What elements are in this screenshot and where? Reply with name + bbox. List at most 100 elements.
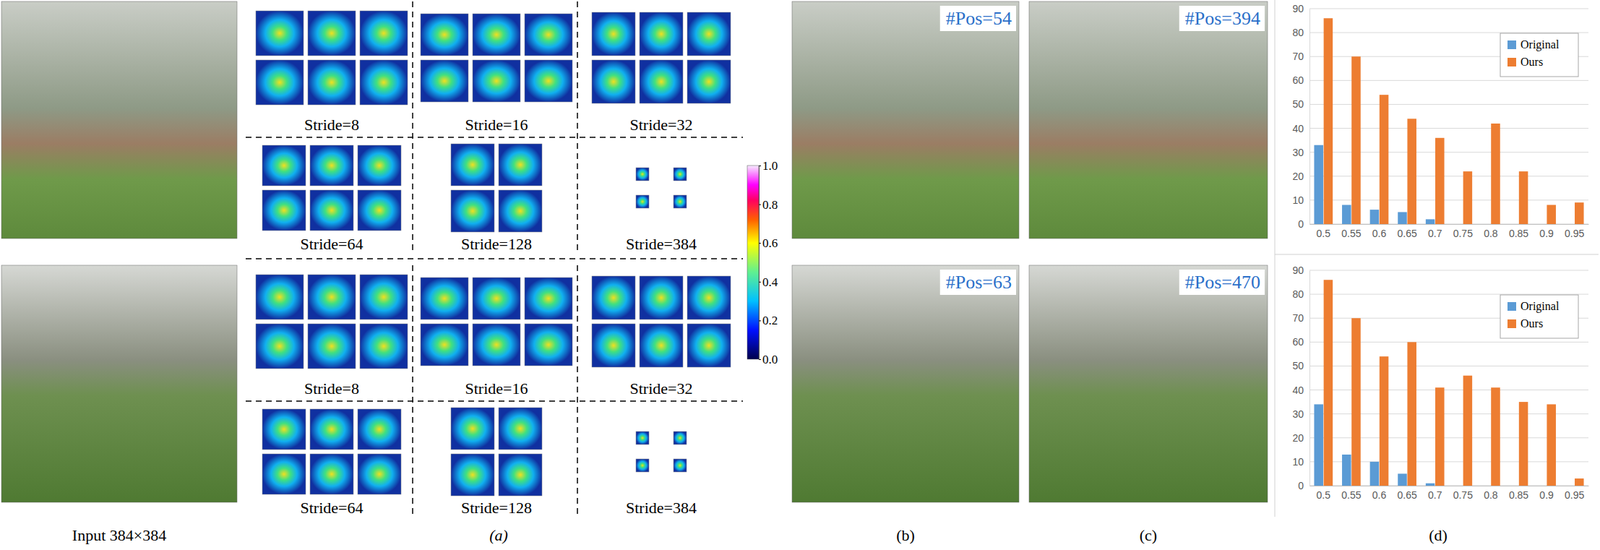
heatmap-tile bbox=[591, 12, 636, 56]
heatmap-tile bbox=[639, 59, 683, 104]
x-tick: 0.85 bbox=[1508, 485, 1529, 501]
bar bbox=[1463, 375, 1473, 486]
heatmap-group bbox=[635, 167, 687, 209]
chart: 01020304050607080900.50.550.60.650.70.75… bbox=[1292, 2, 1589, 240]
heatmap-tile bbox=[687, 323, 731, 368]
panel-label: (a) bbox=[489, 526, 509, 545]
y-tick-label: 70 bbox=[1292, 50, 1304, 63]
grid-line bbox=[1309, 485, 1589, 487]
heatmap-tile bbox=[359, 274, 408, 320]
y-tick-label: 0 bbox=[1297, 479, 1304, 492]
colorbar-tick-label: 1.0 bbox=[762, 158, 778, 173]
bar bbox=[1481, 485, 1491, 487]
heatmap-tile bbox=[307, 10, 356, 56]
y-tick: 40 bbox=[1292, 384, 1310, 397]
bar bbox=[1574, 202, 1585, 225]
heatmap-tile bbox=[357, 409, 402, 450]
photo-original-positives bbox=[792, 265, 1019, 503]
pos-count-box bbox=[1179, 269, 1265, 295]
heatmap-tile bbox=[357, 453, 402, 495]
bar bbox=[1565, 485, 1575, 487]
heatmap-tile bbox=[687, 59, 731, 104]
y-tick-label: 90 bbox=[1292, 264, 1304, 277]
stride-label: Stride=128 bbox=[461, 234, 532, 253]
y-tick-label: 10 bbox=[1292, 194, 1304, 206]
heatmap-group bbox=[262, 145, 402, 231]
heatmap-tile bbox=[420, 323, 469, 366]
chart: 01020304050607080900.50.550.60.650.70.75… bbox=[1292, 264, 1589, 501]
y-tick-label: 20 bbox=[1292, 432, 1304, 444]
x-tick-label: 0.75 bbox=[1453, 227, 1473, 240]
x-tick: 0.8 bbox=[1483, 485, 1499, 501]
y-tick: 20 bbox=[1292, 170, 1310, 183]
stride-label: Stride=16 bbox=[465, 115, 529, 134]
heatmap-group bbox=[591, 12, 731, 104]
heatmap-tile bbox=[255, 274, 304, 320]
heatmap-tile bbox=[307, 323, 356, 369]
heatmap-tile bbox=[255, 323, 304, 369]
grid bbox=[1309, 270, 1589, 486]
legend-swatch bbox=[1507, 319, 1517, 329]
pos-count-text: #Pos=394 bbox=[1185, 7, 1261, 29]
pos-count: #Pos=470 bbox=[1179, 269, 1265, 295]
x-tick: 0.55 bbox=[1341, 224, 1361, 240]
heatmap-tile bbox=[472, 323, 521, 366]
colorbar-tick-mark bbox=[758, 165, 761, 167]
legend: OriginalOurs bbox=[1500, 294, 1579, 339]
heatmap-tile bbox=[307, 59, 356, 105]
x-tick: 0.75 bbox=[1453, 485, 1473, 501]
pos-count-box bbox=[940, 5, 1017, 32]
heatmap-tile bbox=[673, 167, 687, 181]
heatmap-tile bbox=[591, 59, 636, 104]
bar bbox=[1565, 224, 1575, 225]
colorbar-tick-mark bbox=[758, 204, 761, 206]
bar bbox=[1313, 403, 1324, 486]
heatmap-tile bbox=[262, 190, 306, 231]
y-tick: 30 bbox=[1292, 146, 1310, 159]
y-tick-label: 10 bbox=[1292, 456, 1304, 468]
heatmap-tile bbox=[255, 59, 304, 105]
pos-count-text: #Pos=470 bbox=[1185, 271, 1261, 293]
photo-input bbox=[1, 265, 238, 503]
stride-label: Stride=8 bbox=[304, 379, 360, 398]
heatmap-group bbox=[255, 10, 408, 105]
grid-line bbox=[1309, 127, 1589, 129]
heatmap-tile bbox=[498, 407, 543, 450]
heatmap-tile bbox=[524, 323, 573, 366]
panel-label: (d) bbox=[1428, 526, 1448, 545]
separator bbox=[411, 265, 414, 519]
heatmap-tile bbox=[472, 13, 521, 56]
stride-label: Stride=8 bbox=[304, 115, 360, 134]
y-tick: 70 bbox=[1292, 312, 1310, 324]
x-tick: 0.75 bbox=[1453, 224, 1473, 240]
grid-line bbox=[1309, 199, 1589, 201]
heatmap-tile bbox=[262, 453, 306, 495]
separator bbox=[245, 400, 743, 402]
bar bbox=[1323, 18, 1334, 225]
heatmap-group bbox=[262, 409, 402, 495]
bar bbox=[1490, 123, 1501, 225]
heatmap-tile bbox=[591, 276, 636, 320]
bar bbox=[1435, 387, 1445, 486]
y-tick: 80 bbox=[1292, 26, 1310, 39]
bar bbox=[1537, 224, 1547, 225]
y-tick: 90 bbox=[1292, 2, 1310, 15]
heatmap-group bbox=[420, 13, 573, 102]
heatmap-group bbox=[255, 274, 408, 369]
x-tick-label: 0.7 bbox=[1428, 227, 1443, 240]
heatmap-tile bbox=[635, 195, 649, 209]
y-tick: 50 bbox=[1292, 359, 1310, 372]
legend-swatch bbox=[1507, 40, 1517, 50]
stride-label: Stride=128 bbox=[461, 498, 532, 517]
heatmap-tile bbox=[635, 167, 649, 181]
y-tick: 50 bbox=[1292, 98, 1310, 110]
x-tick: 0.85 bbox=[1508, 224, 1529, 240]
bar bbox=[1453, 224, 1463, 225]
heatmap-tile bbox=[524, 13, 573, 56]
heatmap-group bbox=[450, 407, 543, 496]
x-tick-label: 0.55 bbox=[1341, 489, 1361, 501]
bar bbox=[1546, 403, 1556, 486]
legend-swatch bbox=[1507, 302, 1517, 311]
heatmap-tile bbox=[687, 12, 731, 56]
heatmap-tile bbox=[591, 323, 636, 368]
